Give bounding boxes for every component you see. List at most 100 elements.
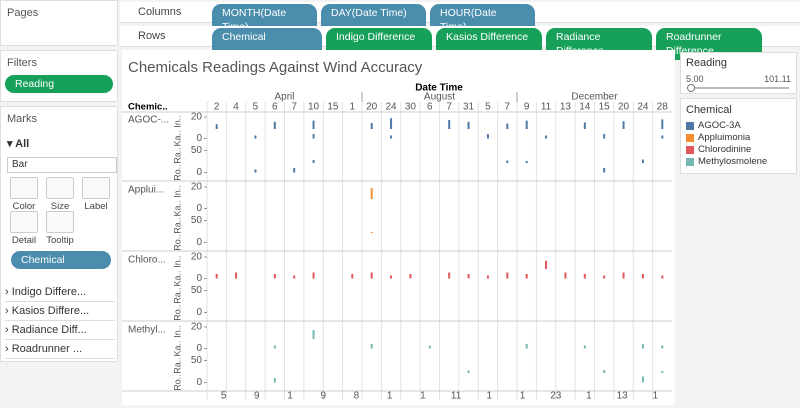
bar <box>448 272 451 279</box>
bar <box>661 371 664 373</box>
day-label-bottom: 13 <box>617 391 629 402</box>
day-label-bottom: 1 <box>520 391 526 402</box>
day-label: 13 <box>560 102 572 113</box>
bar <box>312 330 315 339</box>
bar <box>583 122 586 129</box>
day-label: 7 <box>291 102 297 113</box>
day-label: 20 <box>618 102 630 113</box>
day-label: 15 <box>599 102 611 113</box>
mark-button-icon <box>46 177 74 199</box>
pages-card: Pages <box>0 0 118 46</box>
bar <box>273 121 276 129</box>
bar <box>486 275 489 279</box>
y-tick-label: 20 <box>191 322 203 333</box>
color-pill[interactable]: Chemical <box>11 251 111 269</box>
y-tick-label: 0 <box>196 307 202 318</box>
legend-item[interactable]: Chlorodinine <box>686 144 751 155</box>
legend-card: Chemical AGOC-3A Appluimonia Chlorodinine M… <box>680 98 797 174</box>
day-label: 6 <box>272 102 278 113</box>
mark-button-label: Tooltip <box>46 235 74 246</box>
bar <box>273 345 276 349</box>
day-label-bottom: 5 <box>221 391 227 402</box>
y-tick-label: 20 <box>191 112 203 123</box>
y-tick-label: 50 <box>191 215 203 226</box>
y-tick-label: 0 <box>196 167 202 178</box>
bar <box>641 159 644 163</box>
bar <box>370 232 373 233</box>
legend-title: Chemical <box>686 104 732 116</box>
x-header: Date Time <box>415 83 463 94</box>
mark-button[interactable]: Color <box>7 177 41 212</box>
bar <box>215 124 218 129</box>
day-label: 4 <box>233 102 239 113</box>
bar <box>254 135 257 139</box>
mark-button[interactable]: Detail <box>7 211 41 246</box>
marks-title: Marks <box>7 113 37 125</box>
mark-button[interactable]: Label <box>79 177 113 212</box>
day-label-bottom: 1 <box>387 391 393 402</box>
bar <box>370 344 373 349</box>
legend-label: Methylosmolene <box>698 156 768 167</box>
measure-label: Indigo Differe... <box>11 286 87 298</box>
day-label: 6 <box>427 102 433 113</box>
mark-type-select[interactable]: Bar <box>7 157 117 173</box>
legend-item[interactable]: Appluimonia <box>686 132 750 143</box>
bar <box>525 344 528 349</box>
mark-button[interactable]: Size <box>43 177 77 212</box>
reading-slider-handle[interactable] <box>687 84 695 92</box>
bar <box>506 160 509 163</box>
bar <box>545 260 548 269</box>
day-label: 24 <box>386 102 398 113</box>
bar <box>641 376 644 383</box>
measure-item[interactable]: › Kasios Differe... <box>5 302 115 321</box>
mark-type: Bar <box>12 159 28 170</box>
filter-pill[interactable]: Reading <box>5 75 113 93</box>
reading-slider[interactable] <box>689 87 789 89</box>
filters-title: Filters <box>7 57 37 69</box>
bar <box>312 272 315 279</box>
day-label: 20 <box>366 102 378 113</box>
y-tick-label: 50 <box>191 285 203 296</box>
row-label: Ro.. <box>172 234 182 251</box>
marks-card: Marks ▾ All Bar Color Size Label Detail Tool… <box>0 106 118 362</box>
row-label: Ro.. <box>172 374 182 391</box>
measure-label: Kasios Differe... <box>11 305 90 317</box>
day-label: 1 <box>350 102 356 113</box>
legend-label: Chlorodinine <box>698 144 752 155</box>
measure-item[interactable]: › Roadrunner ... <box>5 340 115 359</box>
bar <box>661 135 664 139</box>
bar <box>235 272 238 279</box>
bar <box>506 272 509 279</box>
bar <box>273 378 276 383</box>
mark-button-icon <box>10 211 38 233</box>
legend-item[interactable]: AGOC-3A <box>686 120 741 131</box>
legend-item[interactable]: Methylosmolene <box>686 156 767 167</box>
day-label-bottom: 1 <box>287 391 293 402</box>
day-label-bottom: 23 <box>550 391 562 402</box>
bar <box>312 134 315 139</box>
legend-swatch <box>686 133 694 142</box>
row-label: In.. <box>172 325 182 338</box>
legend-swatch <box>686 157 694 166</box>
bar <box>390 275 393 279</box>
mark-button[interactable]: Tooltip <box>43 211 77 246</box>
bar <box>583 274 586 279</box>
day-label: 11 <box>541 102 552 113</box>
marks-all[interactable]: ▾ All <box>7 138 30 150</box>
chemical-label: AGOC-... <box>128 115 169 126</box>
bar <box>351 274 354 279</box>
day-label: 7 <box>505 102 511 113</box>
rows-label: Rows <box>138 30 166 42</box>
bar <box>390 135 393 139</box>
mark-button-icon <box>82 177 110 199</box>
day-label: 5 <box>485 102 491 113</box>
measure-label: Radiance Diff... <box>11 324 87 336</box>
day-label-bottom: 1 <box>586 391 592 402</box>
measure-item[interactable]: › Radiance Diff... <box>5 321 115 340</box>
measure-item[interactable]: › Indigo Differe... <box>5 283 115 302</box>
day-label-bottom: 8 <box>354 391 360 402</box>
mark-button-label: Label <box>84 201 108 212</box>
y-tick-label: 50 <box>191 145 203 156</box>
bar <box>448 120 451 129</box>
